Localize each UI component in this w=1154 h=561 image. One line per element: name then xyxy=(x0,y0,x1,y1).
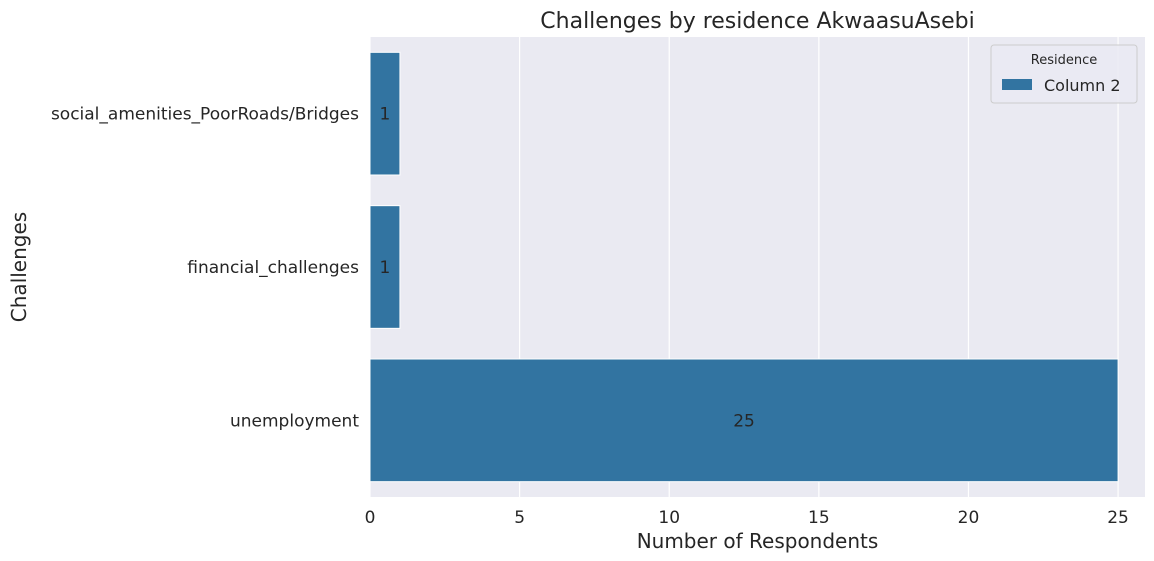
x-axis-label: Number of Respondents xyxy=(637,529,879,553)
bars xyxy=(369,51,1119,483)
bar-value-label: 1 xyxy=(380,105,391,125)
y-axis-ticks: social_amenities_PoorRoads/Bridgesfinanc… xyxy=(51,105,359,432)
bar xyxy=(369,205,401,329)
bar-value-label: 1 xyxy=(380,258,391,278)
x-tick-label: 5 xyxy=(514,508,525,528)
y-tick-label: unemployment xyxy=(230,411,359,431)
legend-label: Column 2 xyxy=(1044,76,1121,95)
x-tick-label: 25 xyxy=(1107,508,1129,528)
legend-swatch xyxy=(1002,79,1032,90)
legend-title: Residence xyxy=(1031,53,1097,68)
y-tick-label: social_amenities_PoorRoads/Bridges xyxy=(51,105,359,125)
bar-value-label: 25 xyxy=(733,411,755,431)
x-axis-ticks: 0 5 10 15 20 25 xyxy=(365,508,1129,528)
x-tick-label: 20 xyxy=(958,508,980,528)
data-labels: 1 1 25 xyxy=(380,105,755,432)
y-axis-label: Challenges xyxy=(7,212,31,322)
y-tick-label: financial_challenges xyxy=(187,258,359,278)
chart-title: Challenges by residence AkwaasuAsebi xyxy=(540,9,974,34)
x-tick-label: 0 xyxy=(365,508,376,528)
legend: Residence Column 2 xyxy=(990,44,1138,104)
x-tick-label: 15 xyxy=(808,508,830,528)
bar xyxy=(369,358,1119,483)
bar xyxy=(369,51,401,176)
x-tick-label: 10 xyxy=(658,508,680,528)
